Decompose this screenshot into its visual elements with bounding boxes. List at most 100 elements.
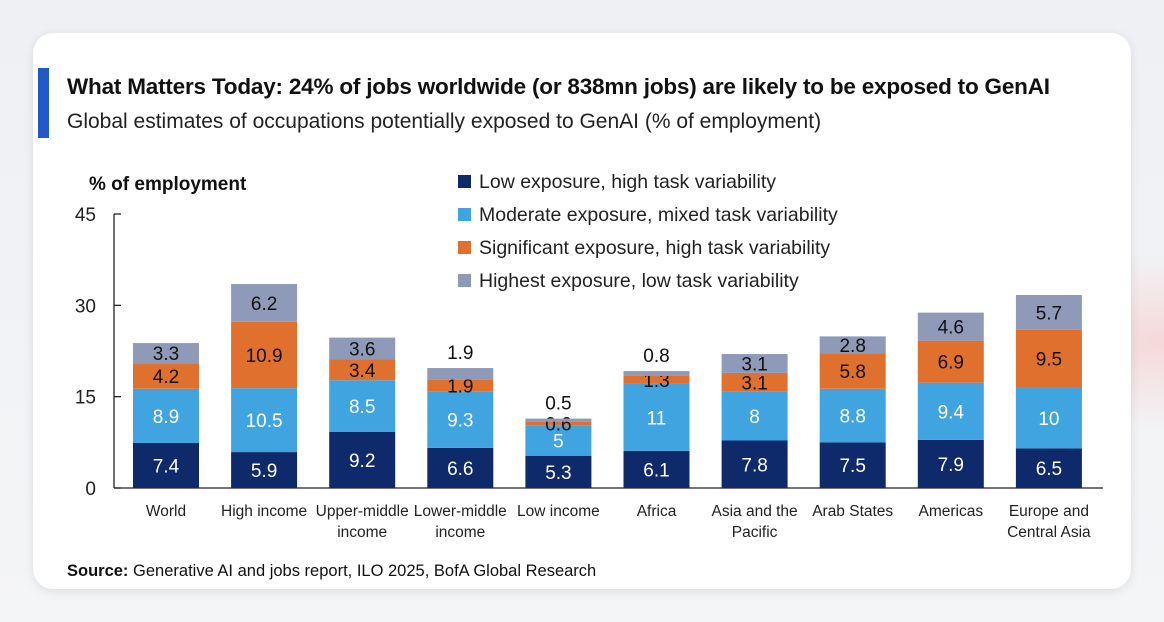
bar-segment (231, 452, 298, 488)
y-tick-label: 15 (75, 388, 96, 409)
bar-segment (917, 439, 984, 488)
bar-segment (721, 391, 788, 441)
data-label: 6.9 (938, 353, 964, 374)
bar-segment (329, 337, 396, 360)
data-label: 7.9 (938, 455, 964, 476)
bar-segment (133, 343, 199, 364)
data-label: 8.8 (839, 407, 865, 428)
data-label: 11 (647, 408, 667, 429)
data-label: 9.2 (349, 451, 375, 472)
bar-segment (427, 447, 494, 488)
data-label: 1.9 (447, 376, 473, 397)
bar-segment (525, 455, 592, 488)
data-label: 5.3 (545, 463, 571, 484)
data-label: 7.4 (153, 456, 180, 477)
data-label: 2.8 (839, 336, 865, 357)
bar-segment (133, 388, 199, 443)
x-tick-label: Africa (637, 503, 677, 520)
bar-segment (231, 284, 298, 322)
bar-segment (427, 379, 494, 392)
y-tick-label: 30 (75, 296, 96, 317)
data-label: 8.5 (349, 397, 375, 418)
x-tick-label: income (337, 524, 387, 541)
data-label: 0.5 (545, 394, 571, 415)
legend: Low exposure, high task variability Moder… (458, 171, 838, 292)
legend-label: Moderate exposure, mixed task variabilit… (479, 204, 838, 226)
data-label: 6.2 (251, 294, 277, 315)
bar-segment (819, 442, 886, 488)
data-label: 7.5 (839, 456, 865, 477)
bar-segment (525, 425, 592, 456)
data-label: 4.6 (938, 318, 964, 339)
bar-segment (133, 363, 199, 389)
x-tick-label: Americas (918, 503, 983, 520)
bar-segment (721, 372, 788, 392)
chart-card (33, 33, 1131, 589)
bars: 7.4 8.9 4.23.3 5.9 10.5 10.9 6.2 9.2 8.5 3.43.6 6.… (133, 284, 1082, 488)
data-label: 4.2 (153, 367, 179, 388)
data-label: 5.9 (251, 461, 277, 482)
bar-segment (525, 421, 592, 426)
bar-segment (231, 388, 298, 453)
x-tick-label: Low income (517, 503, 600, 520)
legend-swatch (458, 208, 471, 221)
bar-segment (329, 431, 396, 488)
x-tick-label: Upper-middle (316, 503, 409, 520)
source-label: Source: (67, 562, 129, 580)
bar-segment (819, 336, 886, 354)
data-label: 5 (553, 432, 564, 453)
bar-segment (1015, 294, 1082, 330)
x-tick-label: Asia and the (712, 503, 798, 520)
bar-segment (623, 371, 690, 376)
data-label: 6.6 (447, 459, 473, 480)
bar-segment (819, 353, 886, 389)
source-text: Generative AI and jobs report, ILO 2025,… (133, 562, 597, 580)
data-label: 8 (749, 407, 760, 428)
bar-segment (1015, 329, 1082, 388)
data-label: 9.4 (938, 402, 965, 423)
x-tick-label: Arab States (812, 503, 893, 520)
data-label: 3.1 (741, 354, 767, 375)
bar-segment (917, 382, 984, 440)
data-label: 1.3 (643, 371, 669, 392)
x-tick-label: Pacific (732, 524, 778, 541)
bar-segment (819, 388, 886, 443)
data-label: 10 (1038, 409, 1059, 430)
bar-segment (623, 375, 690, 384)
source-note: Source: Generative AI and jobs report, I… (67, 562, 596, 581)
y-axis-label: % of employment (89, 174, 247, 195)
data-label: 6.5 (1036, 459, 1062, 480)
data-label: 8.9 (153, 407, 179, 428)
title-accent-bar (38, 68, 49, 138)
bar-segment (427, 391, 494, 448)
bar-segment (231, 321, 298, 389)
data-label: 3.3 (153, 344, 179, 365)
data-label: 3.4 (349, 361, 376, 382)
x-tick-label: Lower-middle (414, 503, 507, 520)
data-label: 5.8 (839, 362, 865, 383)
bar-segment (917, 340, 984, 383)
x-tick-label: Central Asia (1007, 524, 1091, 541)
legend-swatch (458, 175, 471, 188)
bar-segment (133, 442, 199, 488)
bar-segment (623, 383, 690, 451)
data-label: 3.1 (741, 373, 767, 394)
x-tick-label: income (435, 524, 485, 541)
x-tick-label: High income (221, 503, 307, 520)
bar-segment (427, 368, 494, 380)
x-tick-label: Europe and (1009, 503, 1089, 520)
x-axis-labels: World High income Upper-middle income Lower-… (146, 503, 1091, 541)
legend-label: Low exposure, high task variability (479, 171, 776, 193)
bar-segment (329, 380, 396, 432)
x-tick-label: World (146, 503, 186, 520)
y-tick-label: 45 (75, 205, 96, 226)
legend-swatch (458, 274, 471, 287)
bar-segment (721, 354, 788, 373)
data-label: 10.5 (246, 411, 283, 432)
bar-segment (1015, 387, 1082, 449)
bar-segment (917, 312, 984, 341)
bar-segment (1015, 448, 1082, 488)
data-label: 3.6 (349, 340, 375, 361)
bar-segment (525, 418, 592, 422)
